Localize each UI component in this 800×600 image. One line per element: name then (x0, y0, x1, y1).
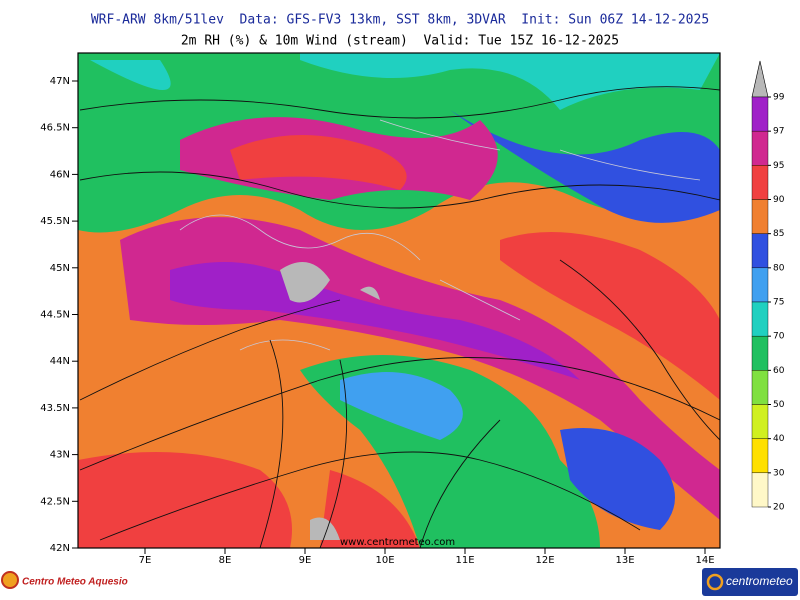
colorbar-swatch (751, 370, 769, 405)
lat-label: 44N (50, 356, 70, 367)
colorbar-swatch (751, 438, 769, 474)
colorbar-label: 80 (773, 263, 785, 273)
colorbar-label: 99 (773, 93, 785, 103)
lat-label: 45N (50, 263, 70, 274)
lat-label: 46.5N (40, 123, 70, 134)
rh-field (78, 53, 720, 548)
colorbar-swatch (751, 335, 769, 371)
colorbar-swatch (751, 96, 769, 132)
lat-label: 43.5N (40, 403, 70, 414)
colorbar-label: 50 (773, 400, 785, 410)
colorbar-over (751, 60, 769, 98)
lat-label: 47N (50, 76, 70, 87)
lat-label: 44.5N (40, 310, 70, 321)
lon-label: 11E (455, 555, 474, 566)
watermark: www.centrometeo.com (340, 537, 455, 548)
lon-label: 8E (219, 555, 232, 566)
lon-label: 12E (535, 555, 554, 566)
colorbar-label: 20 (773, 503, 785, 513)
colorbar-label: 60 (773, 366, 785, 376)
left-logo: Centro Meteo Aquesio (22, 577, 128, 588)
subtitle: 2m RH (%) & 10m Wind (stream) Valid: Tue… (181, 34, 619, 49)
lon-label: 7E (139, 555, 152, 566)
colorbar-swatch (751, 404, 769, 439)
colorbar-label: 95 (773, 161, 784, 171)
left-logo-icon (1, 571, 19, 589)
right-logo-box (702, 568, 798, 596)
lon-label: 10E (375, 555, 394, 566)
lat-label: 45.5N (40, 216, 70, 227)
right-logo: centrometeo (726, 574, 793, 588)
colorbar-label: 97 (773, 127, 784, 137)
colorbar-swatch (751, 267, 769, 303)
lat-label: 43N (50, 450, 70, 461)
lon-label: 13E (615, 555, 634, 566)
lon-label: 9E (299, 555, 312, 566)
colorbar-swatch (751, 130, 769, 166)
colorbar-label: 75 (773, 298, 784, 308)
colorbar-label: 85 (773, 229, 784, 239)
colorbar-label: 90 (773, 195, 785, 205)
lon-label: 14E (695, 555, 714, 566)
colorbar-label: 30 (773, 468, 785, 478)
lat-label: 42.5N (40, 496, 70, 507)
colorbar-swatch (751, 301, 769, 337)
right-logo-icon (706, 573, 724, 591)
colorbar-swatch (751, 472, 769, 508)
colorbar-swatch (751, 233, 769, 269)
colorbar-swatch (751, 165, 769, 200)
lat-label: 42N (50, 543, 70, 554)
title: WRF-ARW 8km/51lev Data: GFS-FV3 13km, SS… (91, 13, 709, 28)
lat-label: 46N (50, 169, 70, 180)
colorbar-swatch (751, 199, 769, 234)
map-frame (77, 52, 721, 549)
colorbar-label: 40 (773, 434, 785, 444)
colorbar-label: 70 (773, 332, 785, 342)
